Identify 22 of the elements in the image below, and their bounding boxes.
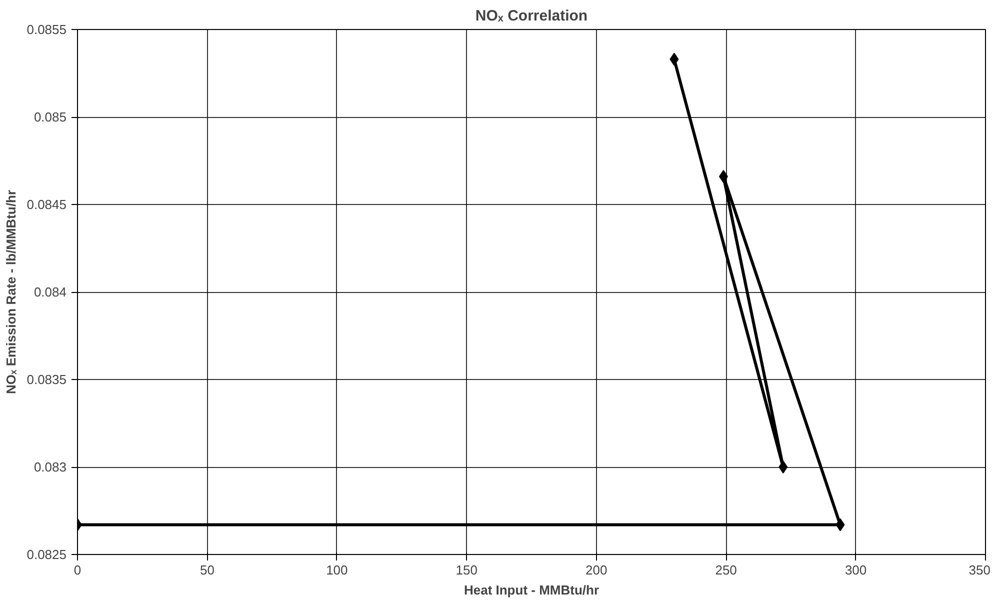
x-tick-label: 250 bbox=[715, 562, 737, 578]
x-tick-label: 0 bbox=[74, 562, 82, 578]
x-tick-label: 150 bbox=[456, 562, 478, 578]
x-tick-label: 350 bbox=[968, 562, 991, 578]
x-tick-label: 200 bbox=[586, 562, 608, 578]
point bbox=[670, 52, 679, 66]
x-axis-title: Heat Input - MMBtu/hr bbox=[464, 582, 600, 598]
y-tick-label: 0.083 bbox=[34, 460, 67, 474]
chart-title: NOₓ Correlation bbox=[475, 8, 588, 24]
y-axis-title: NOₓ Emission Rate - lb/MMBtu/hr bbox=[4, 190, 19, 394]
y-tick-label: 0.0835 bbox=[26, 372, 67, 387]
x-tick-label: 300 bbox=[844, 562, 867, 578]
point bbox=[836, 518, 845, 532]
x-tick-label: 50 bbox=[200, 562, 214, 578]
point bbox=[718, 170, 728, 183]
y-tick-label: 0.085 bbox=[34, 110, 67, 124]
x-tick-label: 100 bbox=[326, 562, 348, 578]
y-tick-label: 0.084 bbox=[34, 284, 67, 300]
y-tick-label: 0.0845 bbox=[26, 197, 67, 212]
point bbox=[778, 460, 788, 474]
y-tick-label: 0.0855 bbox=[26, 22, 67, 37]
y-tick-label: 0.0825 bbox=[26, 547, 67, 562]
